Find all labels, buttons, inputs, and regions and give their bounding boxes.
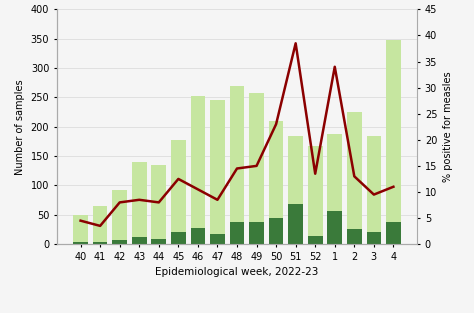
Bar <box>328 211 342 244</box>
Bar <box>386 40 401 244</box>
Bar <box>366 232 381 244</box>
Bar <box>308 146 322 244</box>
X-axis label: Epidemiological week, 2022-23: Epidemiological week, 2022-23 <box>155 267 319 277</box>
Bar <box>366 136 381 244</box>
Bar <box>230 223 244 244</box>
Bar <box>93 242 108 244</box>
Bar <box>171 140 186 244</box>
Bar <box>347 229 362 244</box>
Bar <box>347 112 362 244</box>
Bar <box>230 86 244 244</box>
Bar <box>112 190 127 244</box>
Y-axis label: Number of samples: Number of samples <box>15 79 25 175</box>
Bar <box>288 204 303 244</box>
Bar <box>93 206 108 244</box>
Bar <box>308 236 322 244</box>
Bar <box>112 240 127 244</box>
Bar <box>152 165 166 244</box>
Bar <box>386 223 401 244</box>
Bar <box>152 239 166 244</box>
Bar <box>73 215 88 244</box>
Bar <box>171 232 186 244</box>
Bar <box>288 136 303 244</box>
Bar <box>210 100 225 244</box>
Bar <box>269 218 283 244</box>
Bar <box>132 237 146 244</box>
Bar <box>132 162 146 244</box>
Bar <box>73 242 88 244</box>
Bar <box>249 93 264 244</box>
Bar <box>191 228 205 244</box>
Bar <box>191 96 205 244</box>
Y-axis label: % positive for measles: % positive for measles <box>443 71 453 182</box>
Bar <box>210 233 225 244</box>
Bar <box>269 121 283 244</box>
Bar <box>328 134 342 244</box>
Bar <box>249 222 264 244</box>
